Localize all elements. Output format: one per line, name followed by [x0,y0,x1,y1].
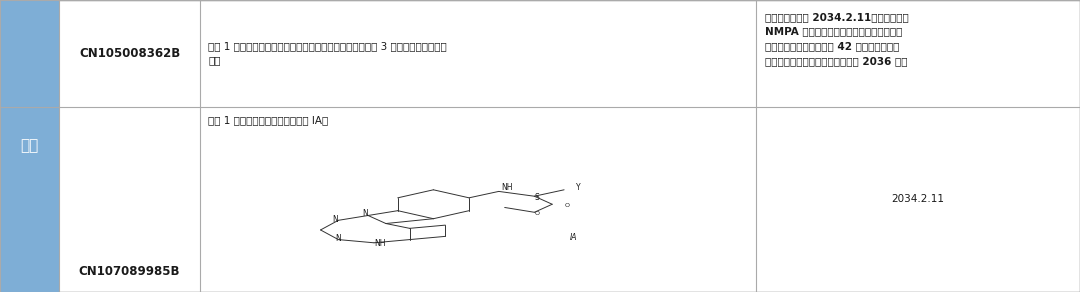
Text: NH: NH [374,239,386,248]
Text: CN107089985B: CN107089985B [79,265,180,278]
Text: 中国: 中国 [21,138,39,154]
Text: NH: NH [502,183,513,192]
Text: N: N [336,234,341,243]
Text: 独权 1 保护了下图所示通式化合物 IA：: 独权 1 保护了下图所示通式化合物 IA： [208,115,328,125]
Text: CN105008362B: CN105008362B [79,47,180,60]
Text: 2034.2.11: 2034.2.11 [891,194,945,204]
Text: N: N [362,209,368,218]
Bar [0,0,59,292]
Text: IA: IA [570,234,578,242]
Text: S: S [535,193,540,202]
Text: 正常到期时间是 2034.2.11，现已被中国
NMPA 批准上市，若辉瑞公司申请专利期限
补偿，则根据我国专利法 42 条规定，其在中
国专利延期后的保护期限: 正常到期时间是 2034.2.11，现已被中国 NMPA 批准上市，若辉瑞公司申… [765,12,908,66]
Text: O: O [565,203,569,208]
Text: 独权 1 保护了包括阿布昔替尼在内的一组具体化合物，从权 3 专门保护了阿布昔替
尼。: 独权 1 保护了包括阿布昔替尼在内的一组具体化合物，从权 3 专门保护了阿布昔替… [208,41,447,65]
Text: Y: Y [576,183,581,192]
Text: O: O [535,211,540,215]
Text: N: N [333,215,338,224]
